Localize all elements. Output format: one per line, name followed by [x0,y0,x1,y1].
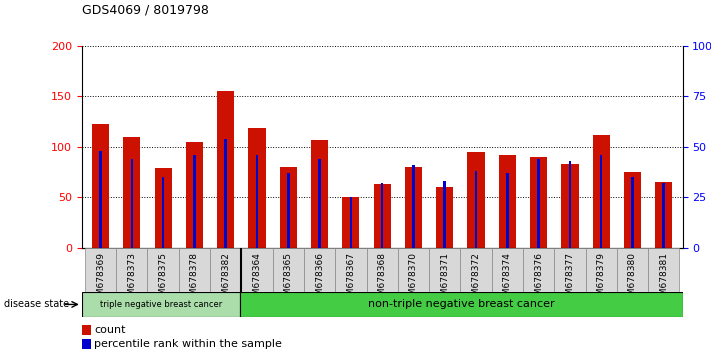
Text: GSM678380: GSM678380 [628,252,637,307]
Bar [381,183,383,248]
Bar [444,181,446,248]
Text: GSM678379: GSM678379 [597,252,606,307]
Bar [279,167,297,248]
Bar [248,128,266,248]
Bar [569,161,571,248]
Bar [492,248,523,292]
Text: GSM678370: GSM678370 [409,252,418,307]
Bar [225,139,227,248]
Text: GSM678378: GSM678378 [190,252,199,307]
Text: GSM678382: GSM678382 [221,252,230,307]
Text: GSM678373: GSM678373 [127,252,137,307]
Bar [373,184,391,248]
Text: GDS4069 / 8019798: GDS4069 / 8019798 [82,4,208,17]
Bar [586,248,617,292]
Text: GSM678364: GSM678364 [252,252,262,307]
Bar [655,182,673,248]
Bar [217,91,235,248]
Bar [538,159,540,248]
Bar [287,173,289,248]
Text: GSM678372: GSM678372 [471,252,481,307]
Bar [241,248,272,292]
Bar [506,173,508,248]
Bar [342,198,360,248]
Bar [429,248,461,292]
Bar [162,177,164,248]
Bar [210,248,241,292]
Text: GSM678367: GSM678367 [346,252,356,307]
Bar [335,248,366,292]
Text: GSM678375: GSM678375 [159,252,168,307]
Bar [123,137,141,248]
Bar [193,155,196,248]
Text: GSM678381: GSM678381 [659,252,668,307]
Bar [116,248,147,292]
Bar [631,177,634,248]
Text: disease state: disease state [4,299,69,309]
Text: non-triple negative breast cancer: non-triple negative breast cancer [368,299,555,309]
Text: GSM678368: GSM678368 [378,252,387,307]
Bar [82,325,91,335]
Text: count: count [94,325,126,335]
Text: GSM678374: GSM678374 [503,252,512,307]
Bar [624,172,641,248]
Bar [147,248,178,292]
Bar [398,248,429,292]
Text: percentile rank within the sample: percentile rank within the sample [94,339,282,349]
Bar [663,183,665,248]
Bar [617,248,648,292]
Bar [304,248,335,292]
Bar [498,155,516,248]
Text: GSM678377: GSM678377 [565,252,574,307]
Bar [523,248,555,292]
Bar [350,198,352,248]
Bar [100,151,102,248]
Bar [186,142,203,248]
Bar [405,167,422,248]
Bar [561,164,579,248]
Bar [256,155,258,248]
Bar [85,248,116,292]
Bar [461,248,492,292]
Bar [467,152,485,248]
Text: GSM678369: GSM678369 [96,252,105,307]
Bar [366,248,398,292]
Text: triple negative breast cancer: triple negative breast cancer [100,300,222,309]
Bar [131,159,133,248]
Text: GSM678366: GSM678366 [315,252,324,307]
Bar [648,248,680,292]
Bar [592,135,610,248]
FancyBboxPatch shape [82,292,240,317]
Bar [178,248,210,292]
Bar [436,187,454,248]
Bar [555,248,586,292]
Text: GSM678376: GSM678376 [534,252,543,307]
Bar [475,171,477,248]
Bar [154,168,172,248]
Bar [600,155,602,248]
Bar [82,339,91,349]
Bar [530,157,547,248]
Bar [412,165,415,248]
Text: GSM678371: GSM678371 [440,252,449,307]
Bar [92,124,109,248]
Bar [272,248,304,292]
Text: GSM678365: GSM678365 [284,252,293,307]
Bar [319,159,321,248]
Bar [311,140,328,248]
FancyBboxPatch shape [240,292,683,317]
